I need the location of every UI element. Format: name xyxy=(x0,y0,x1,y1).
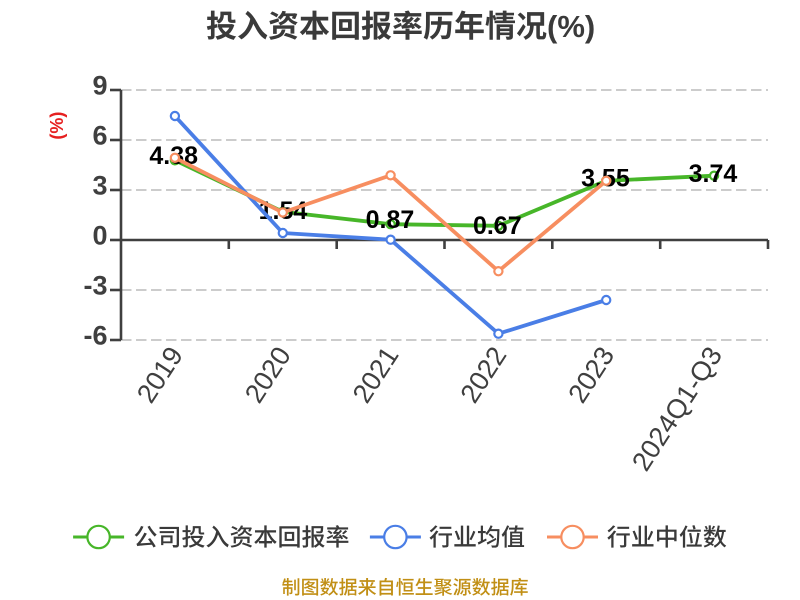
svg-text:-6: -6 xyxy=(83,320,107,350)
svg-text:0.67: 0.67 xyxy=(473,212,522,240)
svg-text:3.74: 3.74 xyxy=(689,160,738,188)
svg-text:3: 3 xyxy=(92,170,107,200)
svg-text:9: 9 xyxy=(92,70,107,100)
svg-text:0.87: 0.87 xyxy=(366,206,415,234)
svg-text:(%): (%) xyxy=(547,9,595,44)
svg-text:-3: -3 xyxy=(83,270,107,300)
svg-text:6: 6 xyxy=(92,120,107,150)
svg-text:(%): (%) xyxy=(47,112,67,140)
svg-text:0: 0 xyxy=(92,220,107,250)
